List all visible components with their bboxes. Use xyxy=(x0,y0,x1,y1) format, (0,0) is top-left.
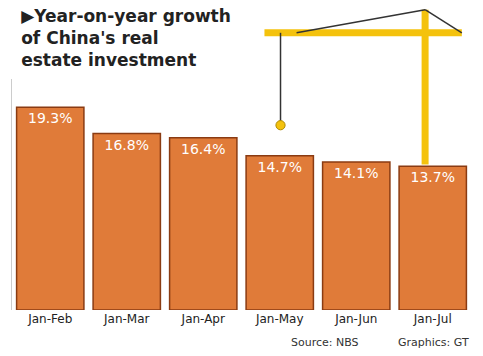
svg-text:Jan-Apr: Jan-Apr xyxy=(181,312,225,326)
svg-text:Jan-Feb: Jan-Feb xyxy=(27,312,72,326)
svg-text:Jan-May: Jan-May xyxy=(255,312,304,326)
svg-text:16.4%: 16.4% xyxy=(181,141,225,157)
svg-text:▶Year-on-year growthof China's: ▶Year-on-year growthof China's realestat… xyxy=(21,6,231,70)
svg-text:Jan-Mar: Jan-Mar xyxy=(103,312,150,326)
svg-text:Source: NBS: Source: NBS xyxy=(291,336,359,349)
svg-text:14.7%: 14.7% xyxy=(258,159,302,175)
svg-text:Jan-Jul: Jan-Jul xyxy=(413,312,452,326)
svg-text:16.8%: 16.8% xyxy=(105,137,149,153)
svg-text:13.7%: 13.7% xyxy=(411,169,455,185)
svg-text:19.3%: 19.3% xyxy=(28,110,72,126)
svg-text:Jan-Jun: Jan-Jun xyxy=(334,312,377,326)
svg-text:Graphics: GT: Graphics: GT xyxy=(398,336,469,349)
svg-text:14.1%: 14.1% xyxy=(334,165,378,181)
